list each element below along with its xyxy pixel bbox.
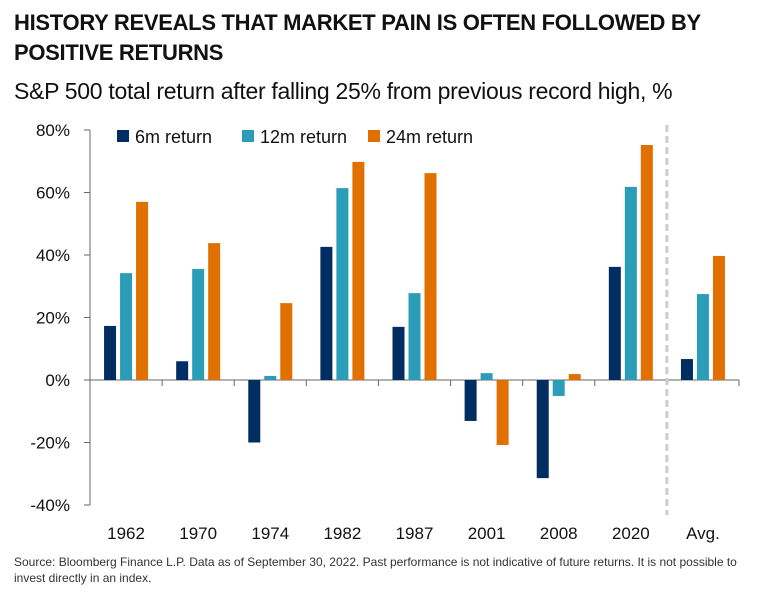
source-footnote: Source: Bloomberg Finance L.P. Data as o… <box>14 555 737 585</box>
bars <box>104 145 725 479</box>
bar-12m-return-1987 <box>408 293 421 380</box>
bar-12m-return-1974 <box>264 375 277 380</box>
bar-6m-return-1962 <box>104 325 117 380</box>
bar-6m-return-1974 <box>248 380 261 443</box>
y-tick-label: -20% <box>30 434 70 453</box>
bar-6m-return-1970 <box>176 361 189 380</box>
bar-24m-return-1982 <box>352 161 365 380</box>
y-tick-label: -40% <box>30 496 70 515</box>
x-category-label: 2001 <box>468 524 506 543</box>
legend-swatch <box>242 130 254 142</box>
bar-24m-return-2001 <box>496 380 509 445</box>
bar-12m-return-2001 <box>480 373 493 380</box>
y-tick-label: 20% <box>36 309 70 328</box>
x-category-label: 2020 <box>612 524 650 543</box>
x-category-label: 1962 <box>107 524 145 543</box>
bar-24m-return-2008 <box>568 374 581 380</box>
legend-swatch <box>368 130 380 142</box>
x-category-label: 2008 <box>540 524 578 543</box>
legend-label: 6m return <box>135 127 212 147</box>
bar-12m-return-1982 <box>336 188 349 380</box>
bar-12m-return-1970 <box>192 269 205 380</box>
bar-24m-return-1962 <box>136 201 149 380</box>
bar-6m-return-2008 <box>536 380 549 479</box>
bar-6m-return-avg <box>680 359 693 380</box>
y-tick-label: 40% <box>36 246 70 265</box>
bar-24m-return-2020 <box>640 145 653 380</box>
bar-12m-return-1962 <box>120 273 133 380</box>
bar-6m-return-2020 <box>608 266 621 380</box>
y-tick-label: 60% <box>36 184 70 203</box>
bar-12m-return-2008 <box>552 380 565 396</box>
bar-6m-return-2001 <box>464 380 477 421</box>
x-category-label: 1974 <box>251 524 289 543</box>
bar-12m-return-avg <box>696 294 709 380</box>
legend-label: 24m return <box>386 127 473 147</box>
bar-24m-return-1974 <box>280 303 293 380</box>
bar-12m-return-2020 <box>624 186 637 380</box>
chart-title: HISTORY REVEALS THAT MARKET PAIN IS OFTE… <box>14 10 701 65</box>
y-tick-label: 80% <box>36 121 70 140</box>
bar-24m-return-1987 <box>424 173 437 380</box>
x-category-label: 1987 <box>396 524 434 543</box>
bar-6m-return-1982 <box>320 246 333 380</box>
legend-swatch <box>117 130 129 142</box>
chart-subtitle: S&P 500 total return after falling 25% f… <box>14 78 673 104</box>
legend-label: 12m return <box>260 127 347 147</box>
legend: 6m return 12m return 24m return <box>117 127 473 147</box>
bar-24m-return-1970 <box>208 243 221 380</box>
x-category-label: 1982 <box>323 524 361 543</box>
bar-6m-return-1987 <box>392 326 405 380</box>
y-tick-label: 0% <box>45 371 70 390</box>
bar-24m-return-avg <box>712 255 725 380</box>
x-category-label: 1970 <box>179 524 217 543</box>
x-category-label: Avg. <box>686 524 720 543</box>
